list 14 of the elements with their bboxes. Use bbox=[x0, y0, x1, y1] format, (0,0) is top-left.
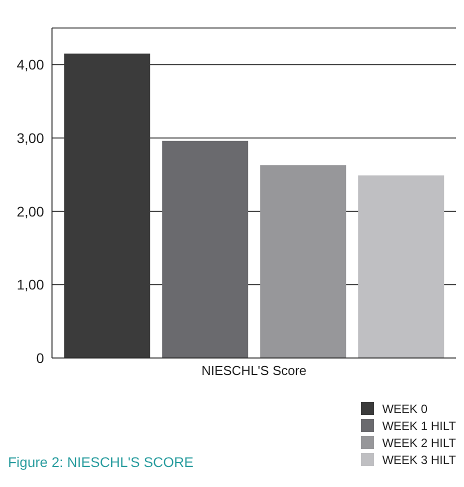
y-tick-label: 1,00 bbox=[16, 276, 44, 293]
caption: Figure 2: NIESCHL'S SCORE bbox=[8, 454, 194, 470]
bar bbox=[358, 175, 444, 358]
legend-label: WEEK 2 HILT bbox=[382, 436, 456, 450]
bar bbox=[260, 165, 346, 358]
legend-label: WEEK 0 bbox=[382, 402, 428, 416]
y-tick-label: 3,00 bbox=[16, 130, 44, 146]
legend-label: WEEK 1 HILT bbox=[382, 418, 456, 432]
bar bbox=[162, 140, 248, 358]
y-tick-label: 2,00 bbox=[16, 203, 44, 220]
y-tick-label: 4,00 bbox=[16, 56, 44, 73]
legend-label: WEEK 3 HILT bbox=[382, 452, 456, 466]
y-tick-label: 0 bbox=[36, 350, 44, 366]
x-tick-label: NIESCHL'S Score bbox=[201, 363, 307, 378]
